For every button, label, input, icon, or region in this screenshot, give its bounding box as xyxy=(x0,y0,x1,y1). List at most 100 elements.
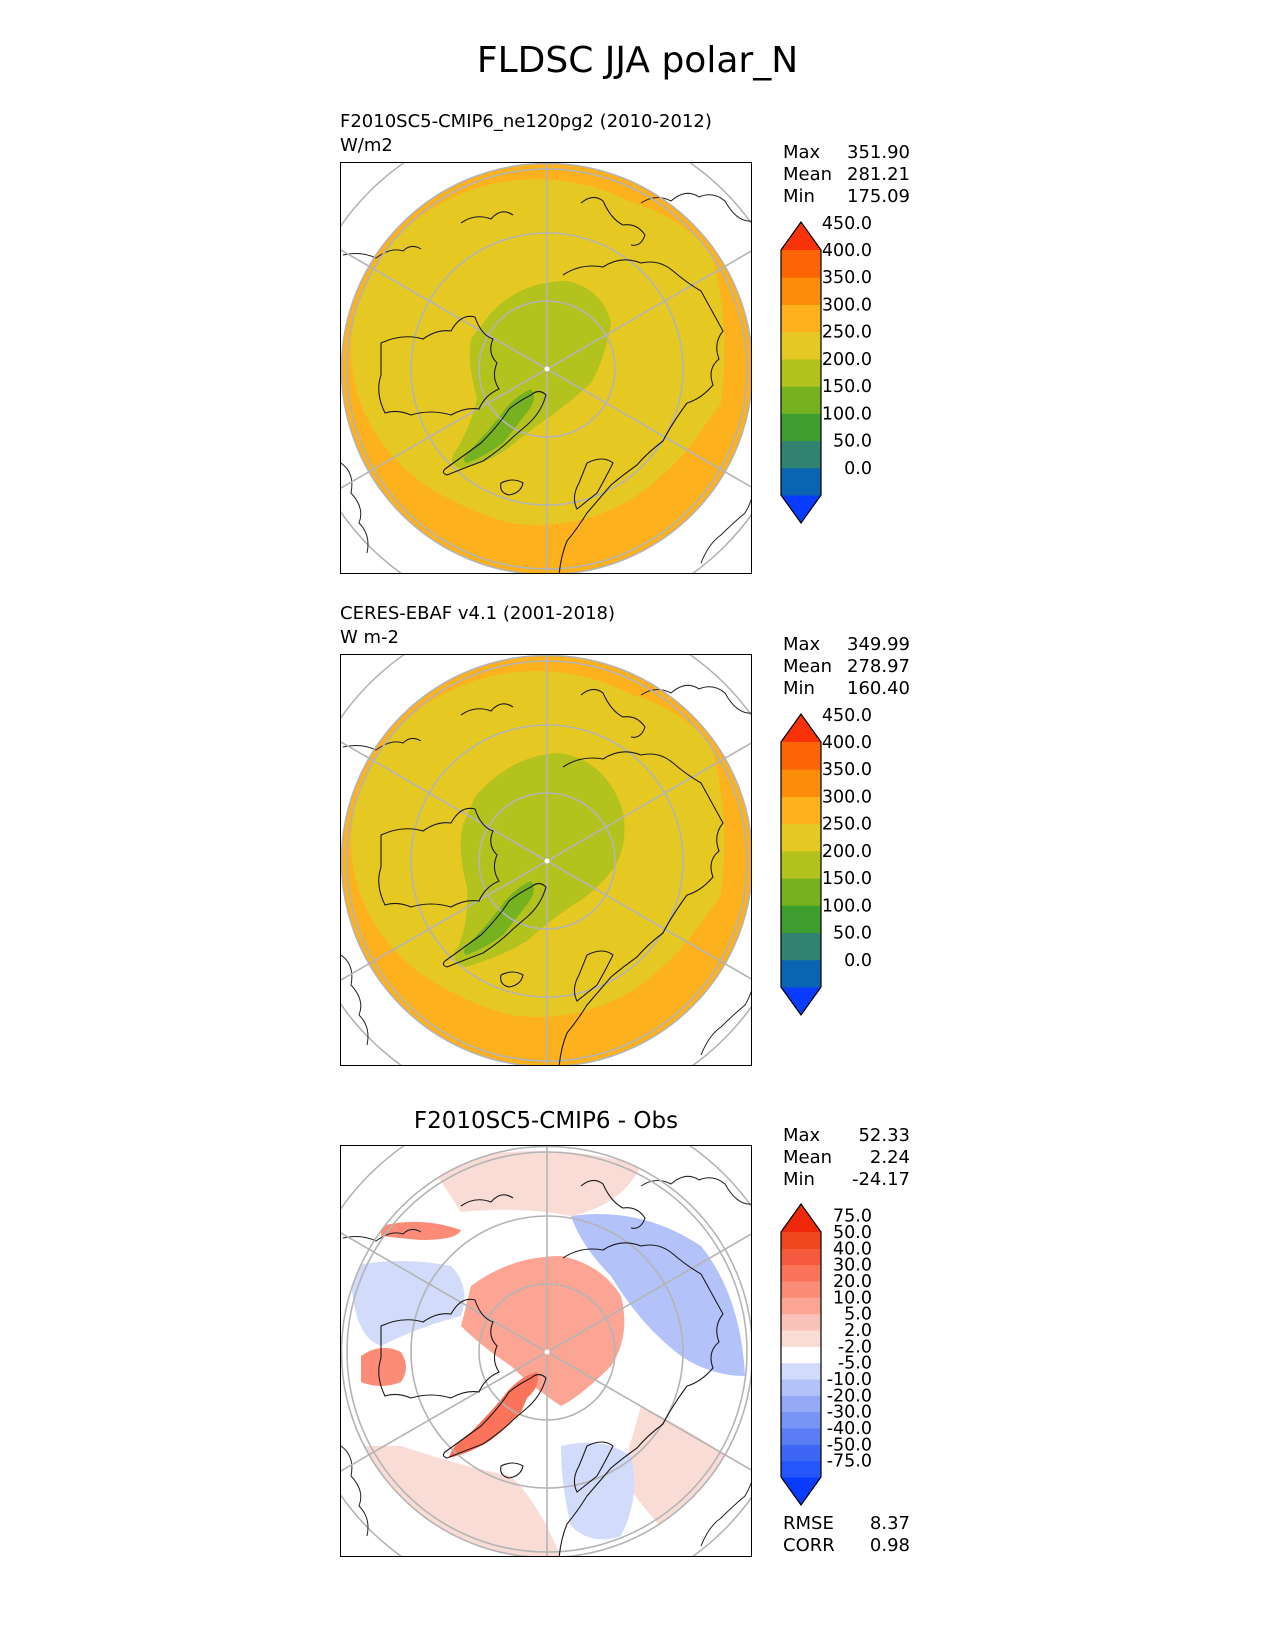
colorbar-tick-label: 2.0 xyxy=(844,1321,872,1341)
metric-row: RMSE 8.37 xyxy=(783,1513,910,1535)
colorbar-segment xyxy=(781,769,821,797)
meridian-line xyxy=(546,742,751,862)
stat-row: Mean 2.24 xyxy=(783,1147,910,1169)
panel-1-title: F2010SC5-CMIP6_ne120pg2 (2010-2012) xyxy=(340,111,712,132)
stat-label: Mean xyxy=(783,164,833,185)
panel-1-map xyxy=(340,162,752,574)
stat-label: Min xyxy=(783,1169,815,1190)
meridian-line xyxy=(341,1232,548,1353)
meridian-line xyxy=(341,1351,548,1472)
coastline xyxy=(378,1298,500,1399)
panel-2-map xyxy=(340,654,752,1066)
coastline xyxy=(342,1228,422,1242)
field-neg-2 xyxy=(561,1442,635,1540)
colorbar-tick-label: -40.0 xyxy=(827,1419,872,1439)
meridian-line xyxy=(341,368,548,489)
colorbar-tick-label: 150.0 xyxy=(822,377,872,397)
colorbar-segment xyxy=(781,1395,821,1413)
colorbar-tick-label: 50.0 xyxy=(833,1223,872,1243)
field-pos-20 xyxy=(381,1221,461,1240)
field-pos-2 xyxy=(341,1446,561,1556)
colorbar-tick-label: 250.0 xyxy=(822,815,872,835)
colorbar-tick-label: -10.0 xyxy=(827,1370,872,1390)
colorbar-tick-label: 300.0 xyxy=(822,787,872,807)
stat-label: Mean xyxy=(783,656,833,677)
coastline xyxy=(558,402,688,573)
colorbar-segment xyxy=(781,878,821,906)
coastline xyxy=(378,315,500,416)
coastline xyxy=(460,1194,514,1207)
colorbar-segment xyxy=(781,959,821,988)
field-pos-30 xyxy=(449,1372,538,1458)
colorbar-extend-max xyxy=(781,222,821,250)
stat-value: 281.21 xyxy=(847,164,910,185)
panel-1-units: W/m2 xyxy=(340,135,393,156)
coastline xyxy=(500,1462,524,1479)
colorbar-tick-label: 5.0 xyxy=(844,1305,872,1325)
meridian-line xyxy=(546,1233,751,1353)
colorbar-segment xyxy=(781,1346,821,1364)
stat-label: Max xyxy=(783,634,821,655)
colorbar-segment xyxy=(781,467,821,496)
stat-value: 175.09 xyxy=(847,186,910,207)
colorbar-segment xyxy=(781,331,821,360)
stat-value: 278.97 xyxy=(847,656,910,677)
field-pos-20 xyxy=(361,1347,406,1386)
stat-value: 349.99 xyxy=(847,634,910,655)
colorbar-segment xyxy=(781,1248,821,1266)
colorbar-segment xyxy=(781,304,821,333)
colorbar-segment xyxy=(781,905,821,934)
coastline xyxy=(573,950,614,1002)
colorbar-tick-label: 30.0 xyxy=(833,1256,872,1276)
coastline xyxy=(500,479,524,496)
colorbar-tick-label: 50.0 xyxy=(833,432,872,452)
figure-title: FLDSC JJA polar_N xyxy=(476,40,799,81)
colorbar-segment xyxy=(781,932,821,961)
colorbar-segment xyxy=(781,413,821,442)
coastline xyxy=(442,1373,547,1459)
north-pole-marker xyxy=(544,1349,550,1355)
colorbar-tick-label: 50.0 xyxy=(833,924,872,944)
panel-3-colorbar: -75.0 -50.0 -40.0 -30.0 -20.0 -10.0 -5.0 -2.0 2.… xyxy=(780,1202,900,1507)
colorbar-segment xyxy=(781,1281,821,1298)
stat-row: Min 175.09 xyxy=(783,186,910,208)
meridian-line xyxy=(546,860,751,980)
coastline xyxy=(573,458,614,510)
colorbar-tick-label: 100.0 xyxy=(822,404,872,424)
field-pos-10 xyxy=(461,1256,625,1406)
panel-1-colorbar: 0.0 50.0 100.0 150.0 200.0 250.0 300.0 350.0 400… xyxy=(780,214,900,525)
colorbar-tick-label: 200.0 xyxy=(822,350,872,370)
colorbar-extend-min xyxy=(781,495,821,523)
panel-2-colorbar: 0.0 50.0 100.0 150.0 200.0 250.0 300.0 350.0 400… xyxy=(780,706,900,1017)
colorbar-segment xyxy=(781,1379,821,1396)
field-band-200 xyxy=(463,389,534,463)
colorbar-tick-label: -30.0 xyxy=(827,1403,872,1423)
colorbar-segment xyxy=(781,742,821,770)
stat-row: Min 160.40 xyxy=(783,678,910,700)
coastline xyxy=(342,245,422,259)
metric-value: 0.98 xyxy=(869,1535,910,1556)
coastline xyxy=(460,703,514,716)
colorbar-tick-label: 450.0 xyxy=(822,706,872,726)
colorbar-outline xyxy=(780,1202,822,1507)
meridian-line xyxy=(341,860,548,981)
colorbar-segment xyxy=(781,250,821,278)
colorbar-segment xyxy=(781,1428,821,1445)
colorbar-segment xyxy=(781,1460,821,1478)
stat-row: Mean 281.21 xyxy=(783,164,910,186)
colorbar-tick-label: 400.0 xyxy=(822,241,872,261)
panel-2-stats: Max 349.99 Mean 278.97 Min 160.40 xyxy=(783,634,910,700)
coastline xyxy=(580,1179,646,1229)
north-pole-marker xyxy=(544,858,550,864)
map-boundary xyxy=(341,1146,751,1556)
stat-value: 160.40 xyxy=(847,678,910,699)
panel-2-units: W m-2 xyxy=(340,627,400,648)
colorbar-outline xyxy=(780,712,822,1017)
panel-3-title: F2010SC5-CMIP6 - Obs xyxy=(413,1108,679,1134)
colorbar-extend-min xyxy=(781,1477,821,1505)
stat-label: Max xyxy=(783,1125,821,1146)
field-band-200 xyxy=(463,881,534,955)
colorbar-segment xyxy=(781,386,821,414)
coastline xyxy=(500,971,524,988)
stat-row: Min -24.17 xyxy=(783,1169,910,1191)
